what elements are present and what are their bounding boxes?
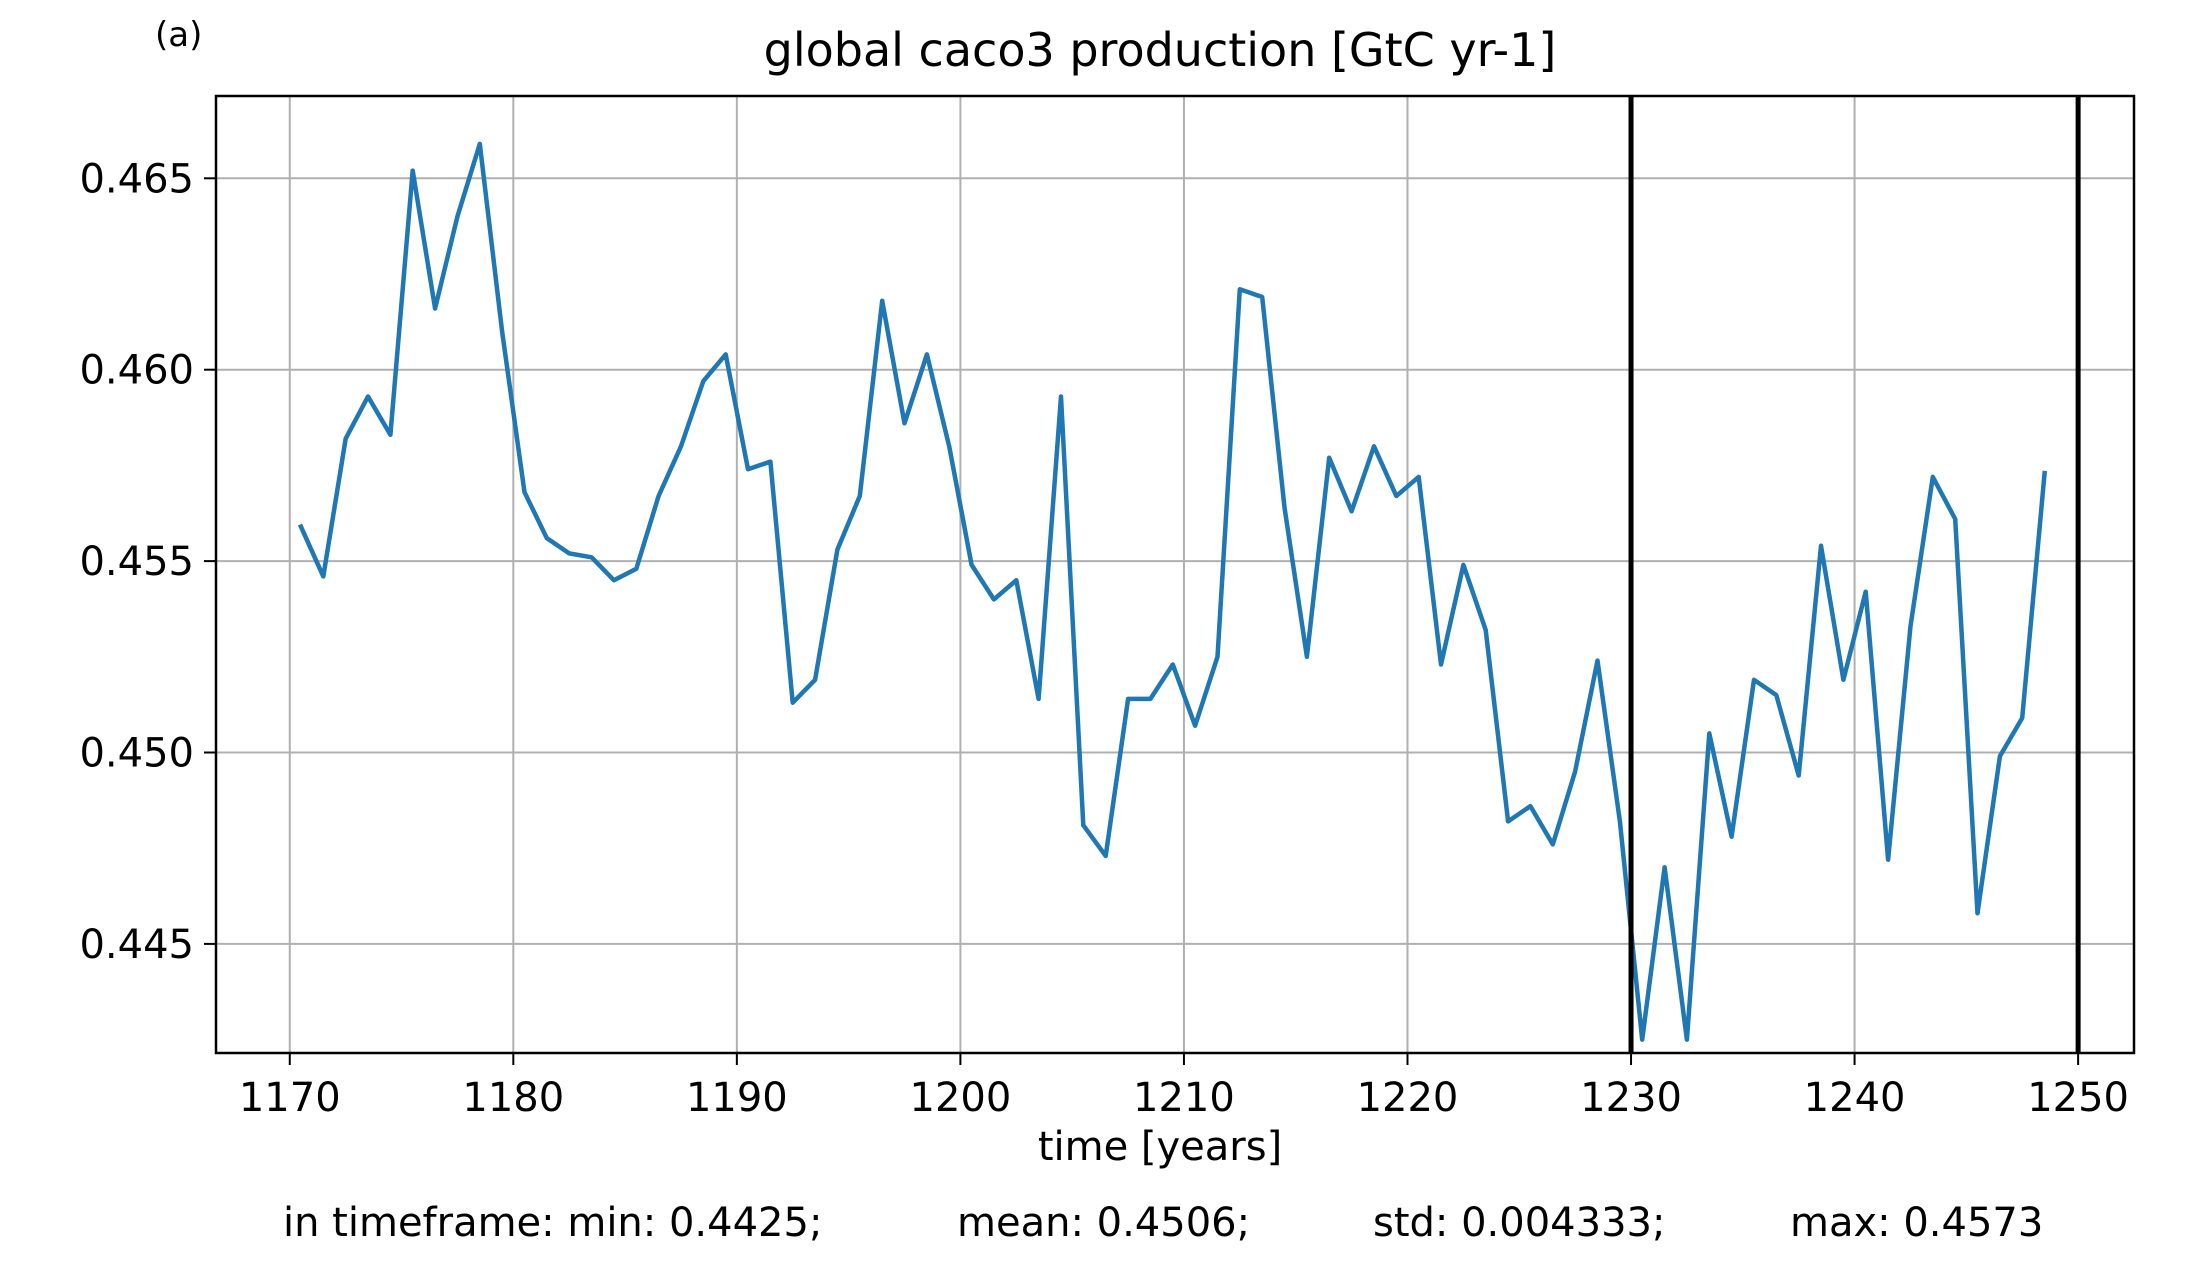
x-tick-label: 1210 — [1133, 1075, 1235, 1121]
grid-lines — [216, 96, 2134, 1053]
y-tick-label: 0.445 — [79, 922, 194, 968]
x-tick-label: 1240 — [1804, 1075, 1906, 1121]
axis-ticks: 1170 1180 1190 1200 1210 1220 1230 1240 1250 0.44… — [79, 156, 2129, 1121]
stat-min: in timeframe: min: 0.4425; — [283, 1200, 823, 1246]
series-layer — [297, 141, 2048, 1042]
x-axis-label: time [years] — [1038, 1124, 1282, 1170]
stat-mean: mean: 0.4506; — [957, 1200, 1251, 1246]
x-tick-label: 1190 — [686, 1075, 788, 1121]
panel-label: (a) — [155, 15, 202, 55]
x-tick-label: 1220 — [1357, 1075, 1459, 1121]
y-tick-label: 0.465 — [79, 156, 194, 202]
y-tick-label: 0.450 — [79, 731, 194, 777]
vertical-markers — [1628, 96, 2081, 1053]
stat-max: max: 0.4573 — [1790, 1200, 2044, 1246]
y-tick-label: 0.455 — [79, 539, 194, 585]
series-line — [297, 141, 2048, 1042]
x-tick-label: 1170 — [239, 1075, 341, 1121]
x-tick-label: 1200 — [910, 1075, 1012, 1121]
x-tick-label: 1250 — [2027, 1075, 2129, 1121]
plot-frame — [214, 94, 2136, 1055]
y-tick-label: 0.460 — [79, 348, 194, 394]
stat-std: std: 0.004333; — [1373, 1200, 1666, 1246]
chart-title: global caco3 production [GtC yr-1] — [764, 23, 1557, 77]
x-tick-label: 1180 — [462, 1075, 564, 1121]
x-tick-label: 1230 — [1580, 1075, 1682, 1121]
